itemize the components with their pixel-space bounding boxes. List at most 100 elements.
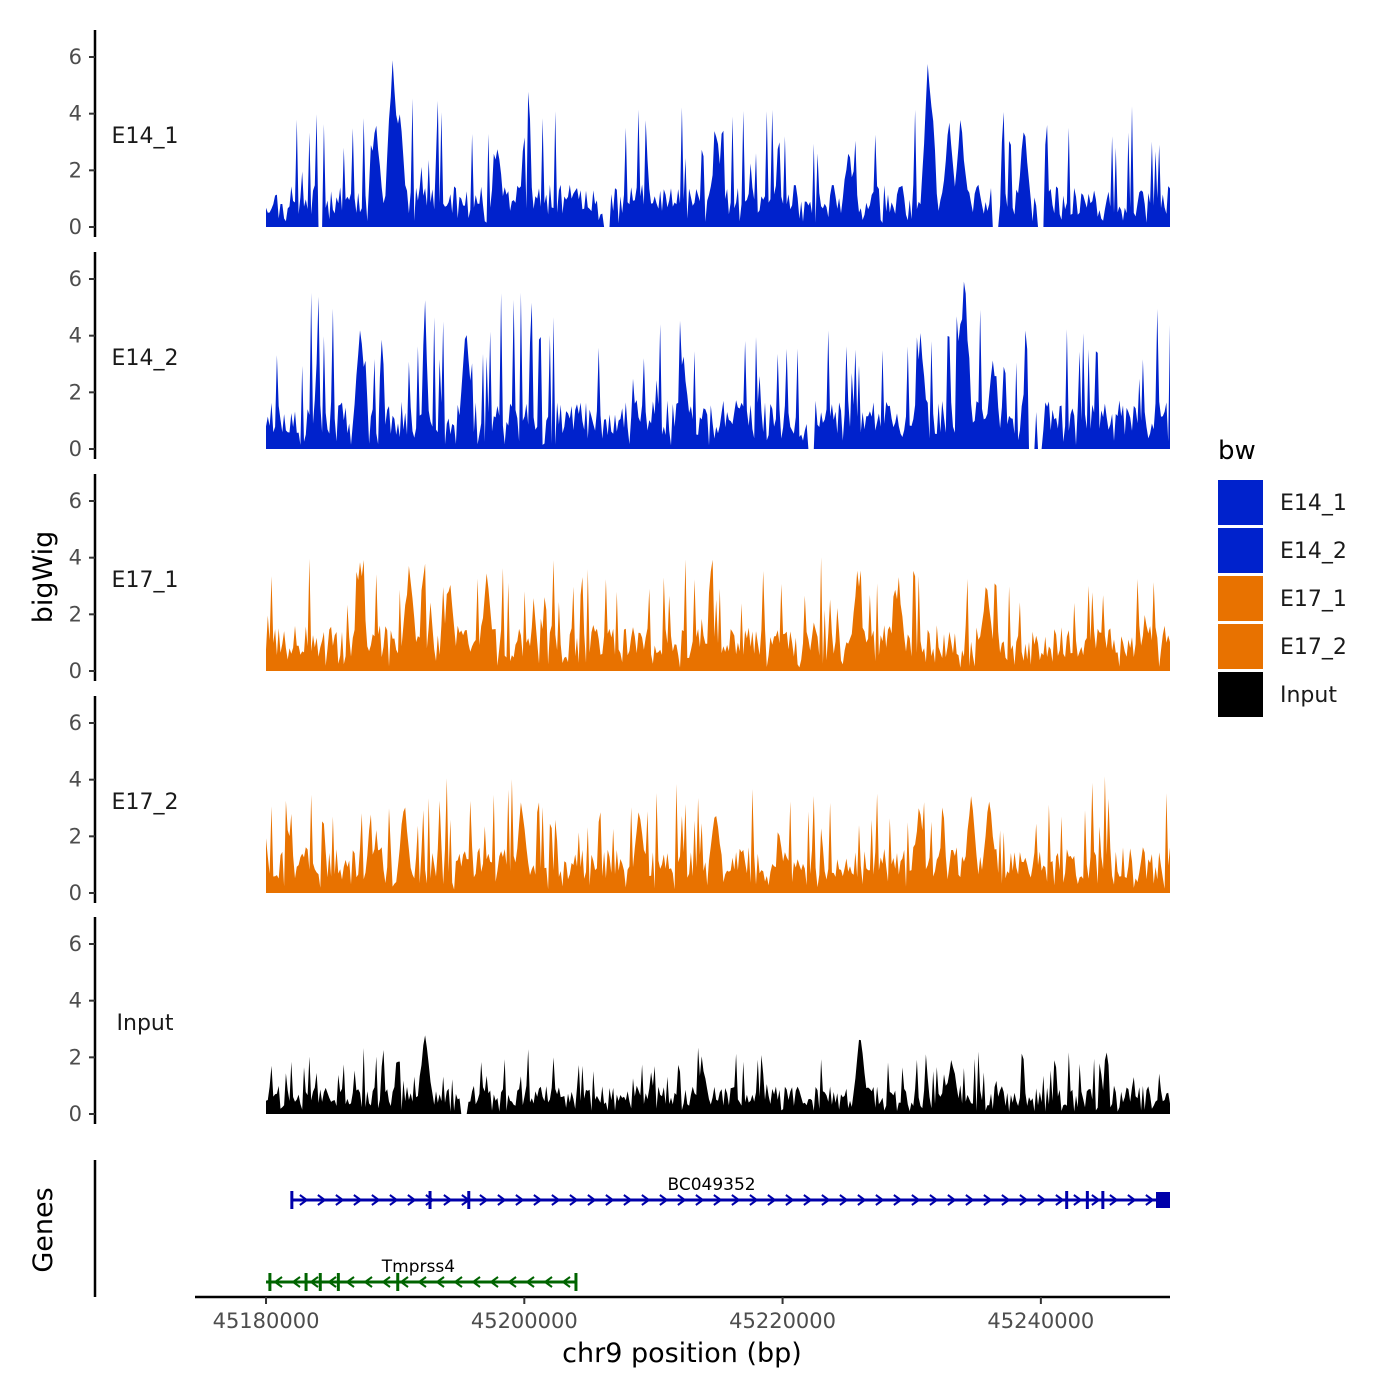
y-axis-title: bigWig: [28, 531, 59, 624]
strand-arrow: [1037, 1194, 1047, 1206]
signal-tracks: 0 2 4 6 E14_1 0 2 4 6 E14_2 0 2 4 6 E17_1 0 2 4 6 E17_2 0 2 4 6…: [69, 30, 1170, 1126]
strand-arrow: [1001, 1194, 1011, 1206]
strand-arrow: [471, 1276, 481, 1288]
strand-arrow: [875, 1194, 885, 1206]
strand-arrow: [947, 1194, 957, 1206]
y-tick-label: 4: [69, 768, 82, 792]
track-E14_1-panel: 0 2 4 6 E14_1: [69, 30, 1170, 239]
strand-arrow: [443, 1194, 453, 1206]
x-tick-label: 45200000: [471, 1309, 578, 1333]
gene-end-block: [1156, 1192, 1170, 1208]
y-tick-label: 6: [69, 45, 82, 69]
strand-arrow: [479, 1194, 489, 1206]
track-E17_2-panel: 0 2 4 6 E17_2: [69, 696, 1170, 905]
strand-arrow: [767, 1194, 777, 1206]
strand-arrow: [417, 1276, 427, 1288]
strand-arrow: [803, 1194, 813, 1206]
y-tick-label: 0: [69, 1102, 82, 1126]
strand-arrow: [1091, 1194, 1101, 1206]
signal-area-E14_2: [266, 281, 1170, 449]
strand-arrow: [507, 1276, 517, 1288]
strand-arrow: [291, 1276, 301, 1288]
track-E17_1-panel: 0 2 4 6 E17_1: [69, 474, 1170, 683]
genes-panel-title: Genes: [28, 1187, 59, 1272]
track-E14_2-panel: 0 2 4 6 E14_2: [69, 252, 1170, 461]
strand-arrow: [309, 1276, 319, 1288]
strand-arrow: [893, 1194, 903, 1206]
strand-arrow: [749, 1194, 759, 1206]
y-tick-label: 0: [69, 215, 82, 239]
x-tick-label: 45180000: [213, 1309, 320, 1333]
strand-arrow: [515, 1194, 525, 1206]
track-label: Input: [117, 1011, 174, 1036]
strand-arrow: [857, 1194, 867, 1206]
strand-arrow: [363, 1276, 373, 1288]
strand-arrow: [695, 1194, 705, 1206]
strand-arrow: [713, 1194, 723, 1206]
strand-arrow: [587, 1194, 597, 1206]
strand-arrow: [335, 1194, 345, 1206]
strand-arrow: [299, 1194, 309, 1206]
strand-arrow: [785, 1194, 795, 1206]
y-tick-label: 6: [69, 489, 82, 513]
strand-arrow: [327, 1276, 337, 1288]
legend-swatch-E14_1: [1218, 480, 1263, 525]
strand-arrow: [911, 1194, 921, 1206]
strand-arrow: [965, 1194, 975, 1206]
strand-arrow: [533, 1194, 543, 1206]
strand-arrow: [381, 1276, 391, 1288]
strand-arrow: [1019, 1194, 1029, 1206]
x-tick-label: 45220000: [729, 1309, 836, 1333]
track-Input-panel: 0 2 4 6 Input: [69, 917, 1170, 1126]
strand-arrow: [371, 1194, 381, 1206]
strand-arrow: [425, 1194, 435, 1206]
strand-arrow: [623, 1194, 633, 1206]
gene-BC049352: BC049352: [290, 1175, 1170, 1209]
strand-arrow: [543, 1276, 553, 1288]
y-tick-label: 6: [69, 267, 82, 291]
strand-arrow: [551, 1194, 561, 1206]
x-tick-label: 45240000: [987, 1309, 1094, 1333]
track-label: E14_1: [112, 124, 179, 149]
strand-arrow: [525, 1276, 535, 1288]
y-tick-label: 2: [69, 158, 82, 182]
strand-arrow: [1127, 1194, 1137, 1206]
signal-area-Input: [266, 1035, 1170, 1114]
strand-arrow: [569, 1194, 579, 1206]
y-tick-label: 4: [69, 324, 82, 348]
strand-arrow: [605, 1194, 615, 1206]
legend-label-E17_1: E17_1: [1280, 587, 1347, 612]
strand-arrow: [731, 1194, 741, 1206]
strand-arrow: [345, 1276, 355, 1288]
strand-arrow: [1073, 1194, 1083, 1206]
strand-arrow: [983, 1194, 993, 1206]
strand-arrow: [489, 1276, 499, 1288]
y-tick-label: 0: [69, 659, 82, 683]
legend-swatch-E17_1: [1218, 576, 1263, 621]
strand-arrow: [435, 1276, 445, 1288]
signal-area-E14_1: [266, 60, 1170, 227]
gene-label: BC049352: [667, 1175, 755, 1195]
track-label: E17_1: [112, 568, 179, 593]
gene-Tmprss4: Tmprss4: [266, 1257, 578, 1291]
strand-arrow: [839, 1194, 849, 1206]
legend: bw E14_1 E14_2 E17_1 E17_2 Input: [1218, 436, 1347, 717]
legend-swatch-E14_2: [1218, 528, 1263, 573]
strand-arrow: [399, 1276, 409, 1288]
strand-arrow: [659, 1194, 669, 1206]
signal-area-E17_1: [266, 557, 1170, 671]
gene-label: Tmprss4: [381, 1257, 455, 1277]
strand-arrow: [353, 1194, 363, 1206]
strand-arrow: [1145, 1194, 1155, 1206]
strand-arrow: [497, 1194, 507, 1206]
strand-arrow: [929, 1194, 939, 1206]
strand-arrow: [1109, 1194, 1119, 1206]
y-tick-label: 4: [69, 989, 82, 1013]
strand-arrow: [561, 1276, 571, 1288]
y-tick-label: 2: [69, 380, 82, 404]
strand-arrow: [641, 1194, 651, 1206]
track-label: E14_2: [112, 346, 179, 371]
track-label: E17_2: [112, 790, 179, 815]
strand-arrow: [453, 1276, 463, 1288]
